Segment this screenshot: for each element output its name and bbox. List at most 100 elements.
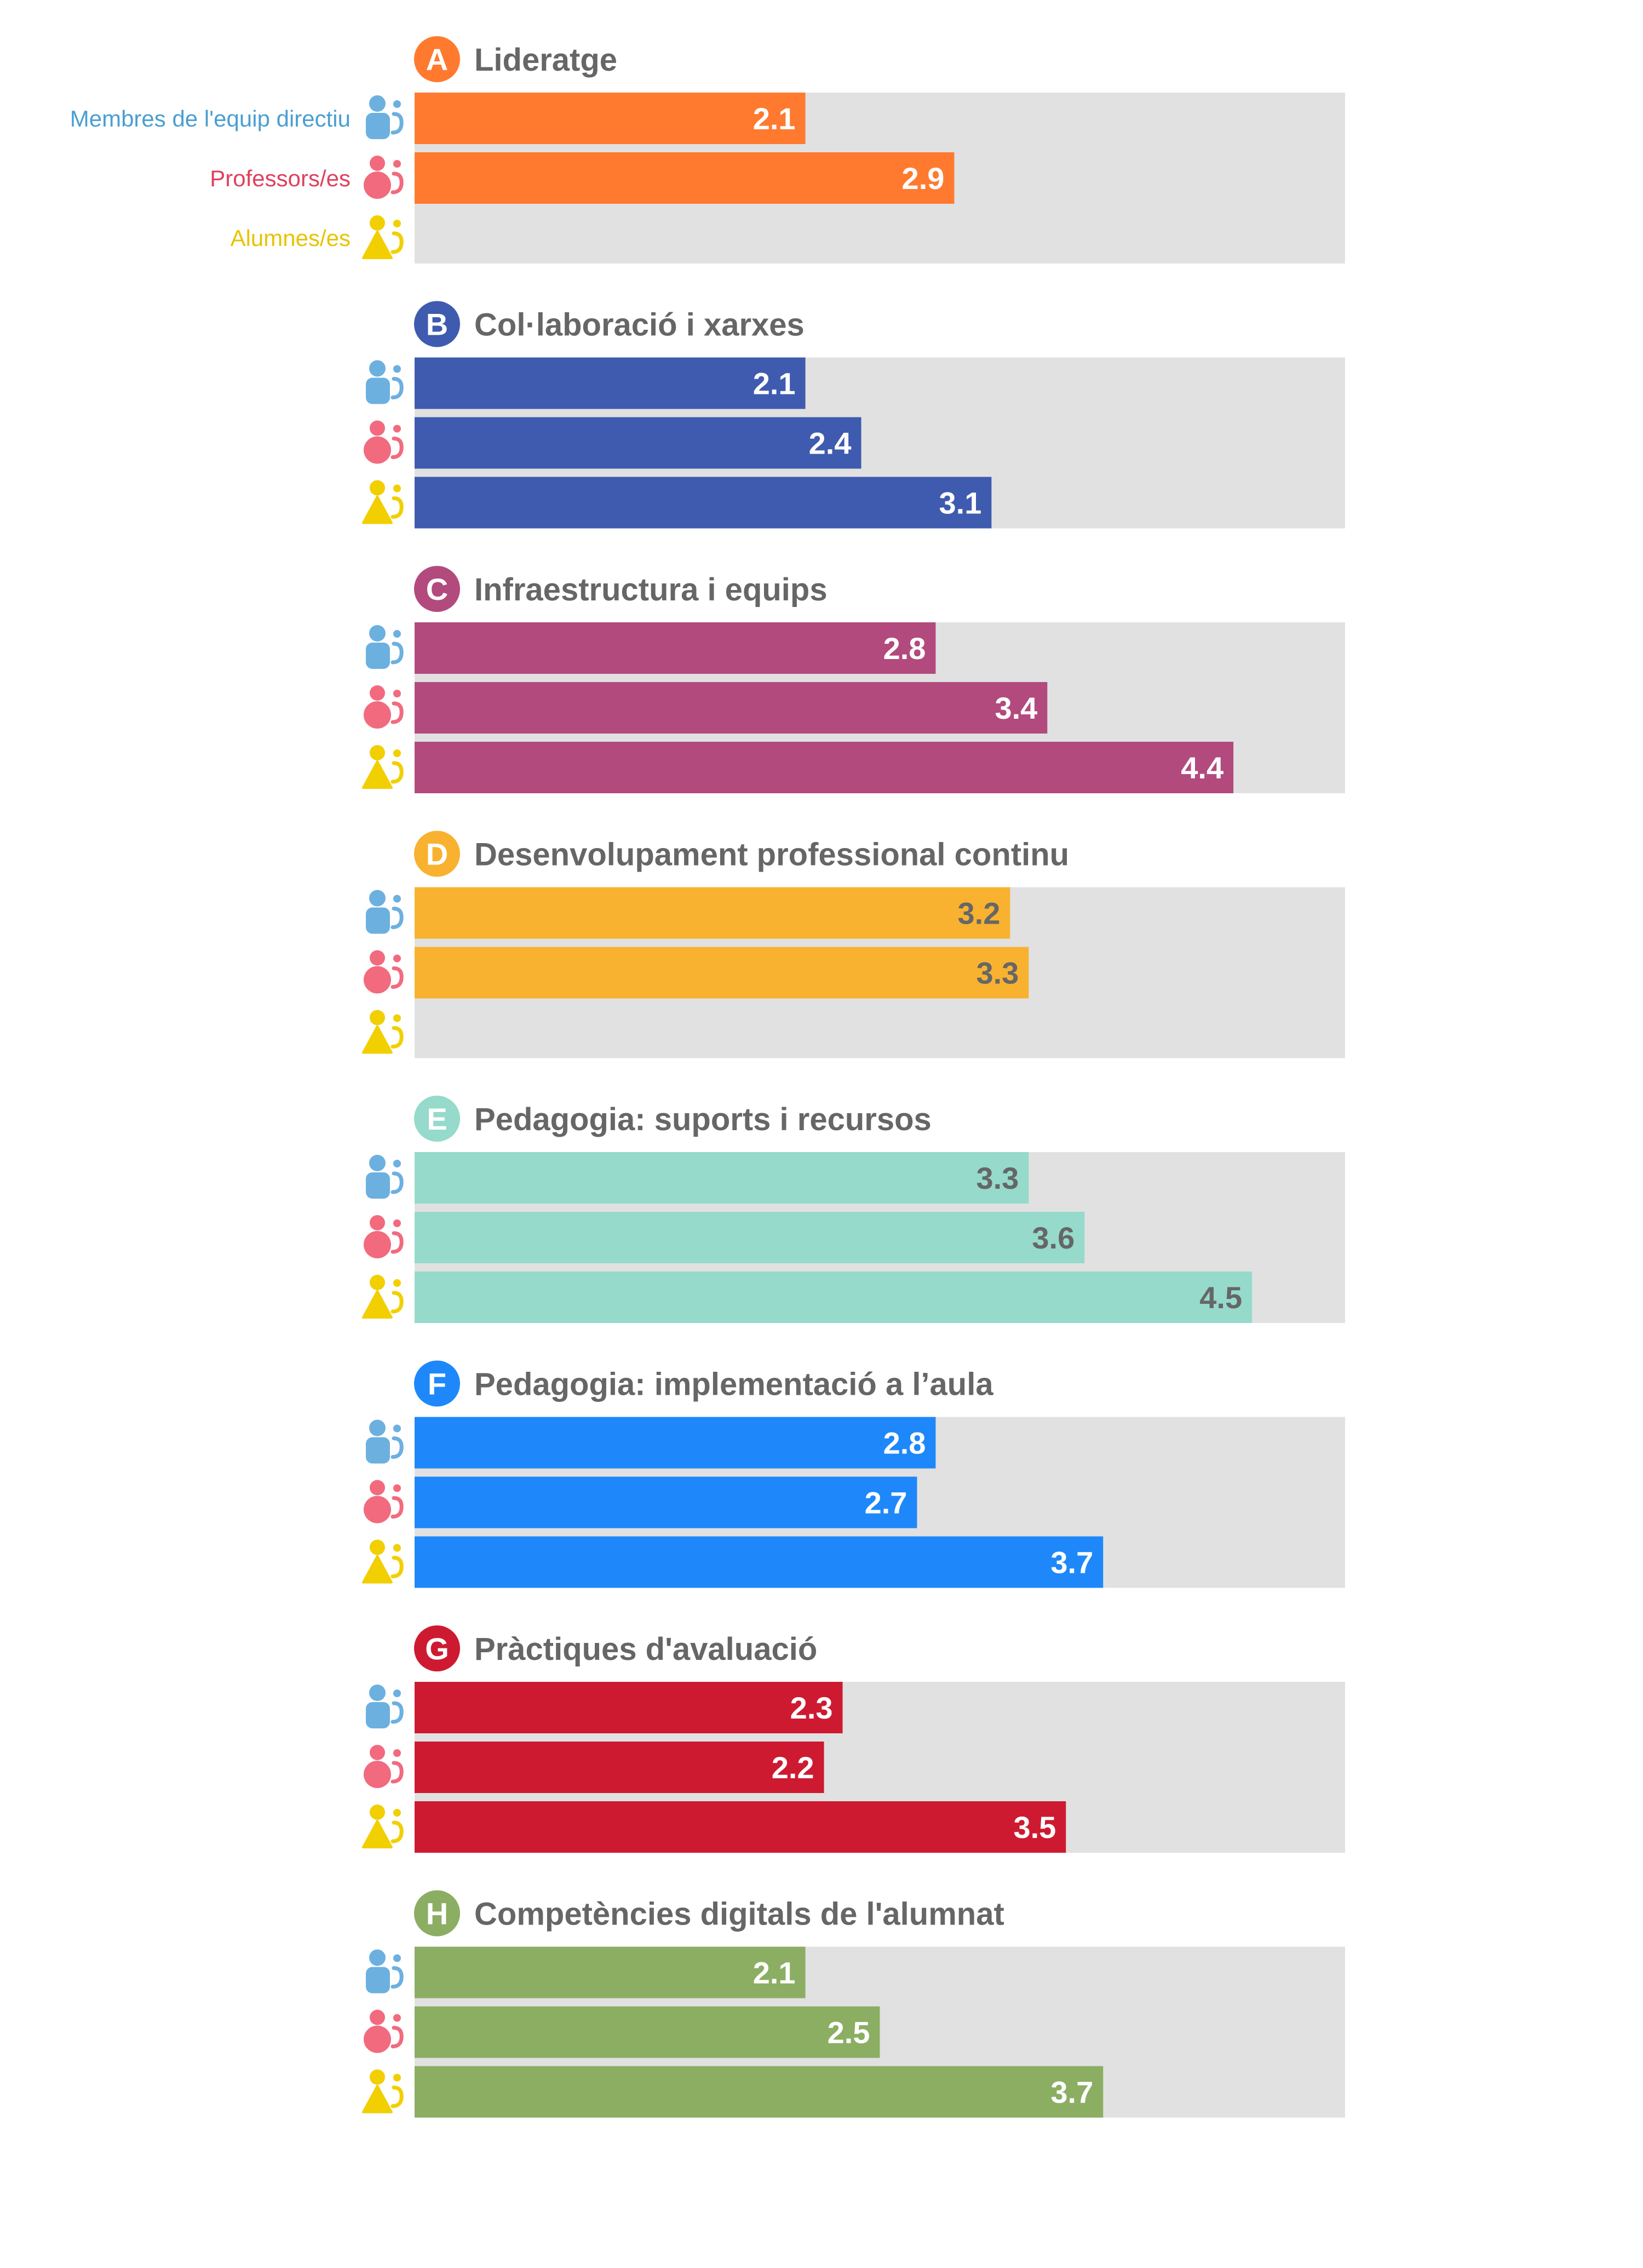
teacher-person-icon	[364, 1480, 404, 1524]
bar	[415, 152, 955, 204]
bar-value-label: 2.3	[790, 1691, 833, 1725]
section-title: Lideratge	[474, 42, 617, 78]
bar	[415, 947, 1029, 999]
bar-value-label: 4.4	[1181, 751, 1223, 785]
bar	[415, 417, 861, 469]
bar-value-label: 3.5	[1013, 1810, 1056, 1845]
bar	[415, 1536, 1104, 1588]
bar	[415, 887, 1010, 939]
bar-value-label: 2.1	[753, 101, 796, 136]
student-person-icon	[362, 1010, 404, 1054]
section-letter: B	[426, 307, 448, 342]
teacher-person-icon	[364, 1745, 404, 1788]
legend-label: Alumnes/es	[231, 225, 351, 251]
section-letter: E	[427, 1102, 447, 1136]
manager-person-icon	[366, 1419, 404, 1464]
bar	[415, 1801, 1066, 1853]
section-g: G Pràctiques d'avaluació 2.3 2.2 3.5	[362, 1625, 1345, 1853]
student-person-icon	[362, 480, 404, 524]
teacher-person-icon	[364, 420, 404, 464]
bar-value-label: 4.5	[1199, 1280, 1242, 1315]
teacher-person-icon	[364, 156, 404, 199]
manager-person-icon	[366, 95, 404, 139]
section-letter: D	[426, 837, 448, 872]
legend-label: Professors/es	[210, 165, 351, 191]
manager-person-icon	[366, 1155, 404, 1199]
bar-value-label: 3.1	[939, 486, 982, 520]
bar	[415, 622, 936, 674]
teacher-person-icon	[364, 1215, 404, 1258]
legend-label: Membres de l'equip directiu	[70, 106, 351, 131]
bar	[415, 93, 806, 144]
manager-person-icon	[366, 1685, 404, 1728]
bar-value-label: 2.8	[883, 631, 926, 666]
section-title: Pedagogia: implementació a l’aula	[474, 1367, 993, 1402]
section-title: Infraestructura i equips	[474, 572, 828, 608]
bar	[415, 682, 1048, 734]
bar	[415, 1272, 1253, 1323]
bar-value-label: 3.7	[1050, 2075, 1093, 2110]
student-person-icon	[362, 745, 404, 789]
section-a: A Lideratge Membres de l'equip directiu 2.1…	[70, 36, 1345, 264]
section-b: B Col·laboració i xarxes 2.1 2.4 3.1	[362, 301, 1345, 529]
bar-value-label: 2.8	[883, 1426, 926, 1461]
student-person-icon	[362, 1275, 404, 1319]
bar-value-label: 2.1	[753, 366, 796, 401]
bar-value-label: 3.7	[1050, 1545, 1093, 1580]
section-letter: A	[426, 42, 448, 77]
student-person-icon	[362, 1805, 404, 1848]
bar	[415, 2066, 1104, 2118]
teacher-person-icon	[364, 685, 404, 729]
student-person-icon	[362, 1539, 404, 1584]
bar	[415, 357, 806, 409]
bar-value-label: 2.4	[809, 426, 852, 461]
section-d: D Desenvolupament professional continu 3.2…	[362, 831, 1345, 1058]
section-letter-badge	[414, 36, 460, 82]
manager-person-icon	[366, 360, 404, 404]
bar	[415, 1742, 824, 1793]
section-title: Pràctiques d'avaluació	[474, 1631, 817, 1667]
section-title: Pedagogia: suports i recursos	[474, 1102, 932, 1137]
section-letter: G	[425, 1631, 449, 1666]
manager-person-icon	[366, 890, 404, 934]
bar	[415, 742, 1234, 793]
student-person-icon	[362, 2069, 404, 2114]
section-letter: F	[428, 1367, 446, 1401]
section-letter-badge	[414, 1890, 460, 1937]
bar-value-label: 2.2	[772, 1750, 814, 1785]
section-c: C Infraestructura i equips 2.8 3.4 4.4	[362, 566, 1345, 793]
bar	[415, 1682, 843, 1733]
manager-person-icon	[366, 1949, 404, 1994]
bar	[415, 1212, 1085, 1263]
section-letter-badge	[414, 1096, 460, 1142]
bar-value-label: 2.9	[902, 161, 945, 196]
bar-value-label: 2.7	[865, 1486, 907, 1520]
section-letter-badge	[414, 1625, 460, 1671]
section-letter: H	[426, 1897, 448, 1931]
section-f: F Pedagogia: implementació a l’aula 2.8 2.7…	[362, 1360, 1345, 1588]
bar-value-label: 3.4	[995, 691, 1037, 725]
bar	[415, 1946, 806, 1998]
teacher-person-icon	[364, 950, 404, 994]
bar	[415, 477, 992, 529]
manager-person-icon	[366, 625, 404, 669]
section-letter-badge	[414, 831, 460, 877]
section-letter: C	[426, 572, 448, 606]
student-person-icon	[362, 215, 404, 259]
section-letter-badge	[414, 301, 460, 347]
bar	[415, 1152, 1029, 1204]
bar-value-label: 2.5	[828, 2015, 870, 2050]
section-title: Desenvolupament professional continu	[474, 837, 1069, 873]
bar	[415, 2006, 880, 2058]
section-letter-badge	[414, 566, 460, 612]
bar-value-label: 3.3	[976, 956, 1019, 990]
section-title: Competències digitals de l'alumnat	[474, 1897, 1004, 1932]
bar-value-label: 2.1	[753, 1956, 796, 1990]
section-title: Col·laboració i xarxes	[474, 307, 805, 343]
bar-value-label: 3.2	[958, 896, 1001, 931]
bar	[415, 1417, 936, 1469]
section-e: E Pedagogia: suports i recursos 3.3 3.6 4.5	[362, 1096, 1345, 1323]
section-h: H Competències digitals de l'alumnat 2.1 2.…	[362, 1890, 1345, 2118]
section-letter-badge	[414, 1360, 460, 1407]
